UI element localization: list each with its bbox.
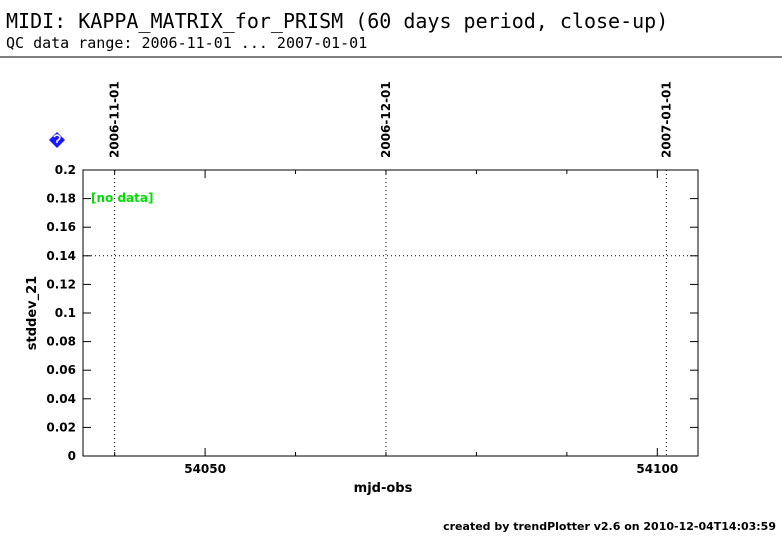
y-axis-label: stddev_21	[25, 276, 40, 350]
footer: created by trendPlotter v2.6 on 2010-12-…	[443, 520, 776, 533]
y-tick-label: 0.14	[46, 249, 76, 263]
subtitle: QC data range: 2006-11-01 ... 2007-01-01	[6, 34, 367, 52]
x-tick-label: 54100	[636, 462, 678, 476]
x-axis-label: mjd-obs	[354, 481, 413, 496]
y-tick-label: 0.2	[55, 163, 76, 177]
title: MIDI: KAPPA_MATRIX_for_PRISM (60 days pe…	[6, 9, 668, 33]
date-marker-label: 2006-11-01	[108, 81, 122, 158]
y-tick-label: 0	[68, 449, 76, 463]
date-marker-label: 2007-01-01	[659, 81, 673, 158]
y-tick-label: 0.16	[46, 220, 76, 234]
y-tick-label: 0.12	[46, 277, 76, 291]
y-tick-label: 0.04	[46, 392, 76, 406]
y-tick-label: 0.08	[46, 335, 76, 349]
help-icon[interactable]	[49, 132, 65, 148]
x-tick-label: 54050	[184, 462, 226, 476]
date-marker-label: 2006-12-01	[379, 81, 393, 158]
plot-frame	[82, 169, 699, 457]
y-tick-label: 0.02	[46, 420, 76, 434]
y-tick-label: 0.1	[55, 306, 76, 320]
y-tick-label: 0.06	[46, 363, 76, 377]
y-tick-label: 0.18	[46, 192, 76, 206]
no-data-annotation: [no data]	[91, 191, 153, 205]
